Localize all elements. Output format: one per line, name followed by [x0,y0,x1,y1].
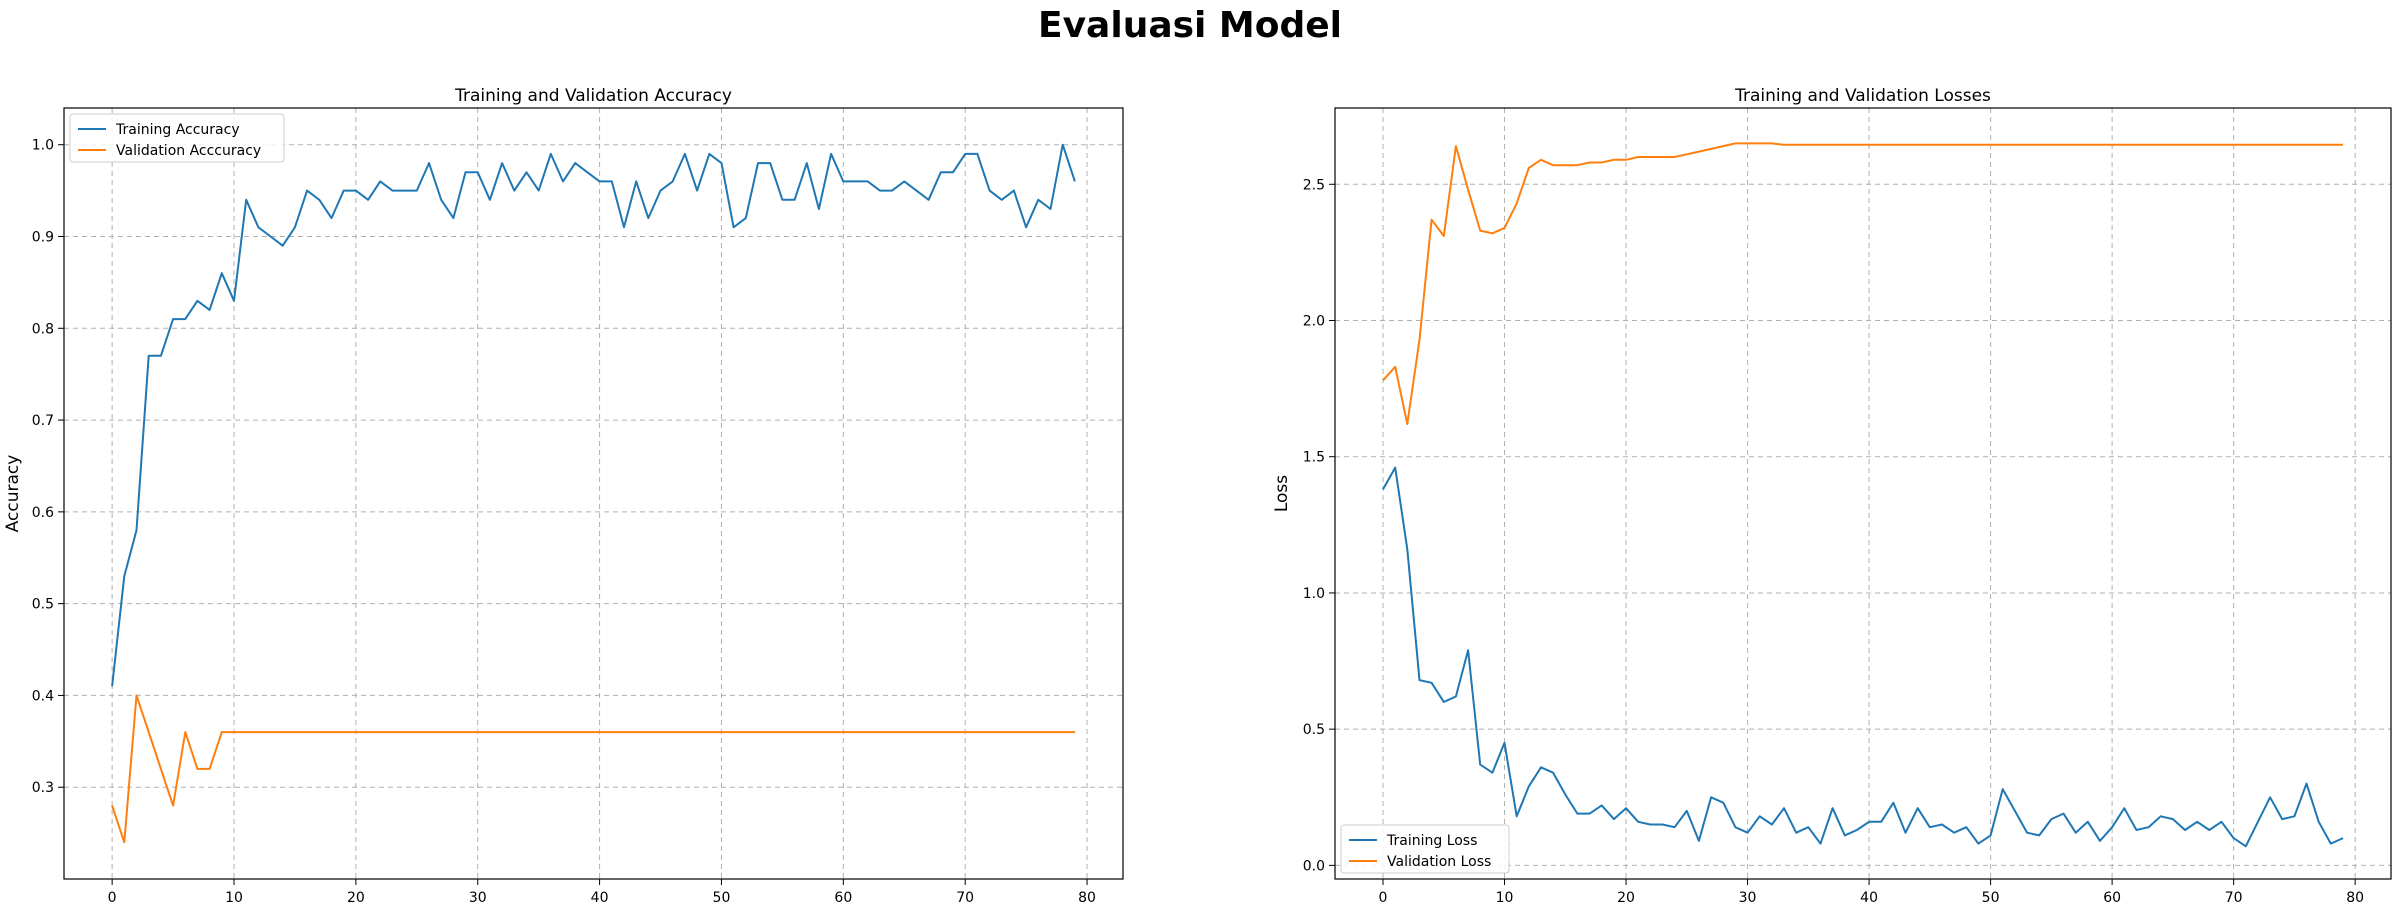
x-tick-label: 50 [1982,890,2000,906]
x-tick-label: 0 [108,890,117,906]
x-tick-label: 70 [2225,890,2243,906]
panel-title: Training and Validation Accuracy [454,86,732,106]
x-tick-label: 60 [2103,890,2121,906]
x-tick-label: 30 [469,890,487,906]
y-tick-label: 0.9 [32,230,54,246]
y-tick-label: 0.5 [1303,722,1325,738]
accuracy-panel: Training and Validation Accuracy 0 10 20 30 4… [3,86,1124,906]
legend: Training Accuracy Validation Acccuracy [69,113,285,163]
y-tick-label: 2.5 [1303,177,1325,193]
legend-box [1340,824,1510,874]
y-tick-label: 0.7 [32,413,54,429]
y-tick-label: 0.5 [32,597,54,613]
figure-suptitle: Evaluasi Model [1038,5,1342,46]
x-tick-label: 0 [1379,890,1388,906]
y-tick-label: 0.3 [32,780,54,796]
panel-title: Training and Validation Losses [1734,86,1991,106]
x-tick-label: 20 [347,890,365,906]
x-tick-label: 30 [1739,890,1757,906]
series-line-0 [111,143,1076,687]
y-axis-label: Loss [1272,475,1292,512]
legend-label: Validation Loss [1387,854,1491,870]
y-tick-label: 1.0 [32,138,54,154]
legend: Training Loss Validation Loss [1340,824,1510,874]
x-tick-label: 10 [225,890,243,906]
legend-label: Validation Acccuracy [116,143,261,159]
x-tick-label: 10 [1496,890,1514,906]
legend-box [69,113,285,163]
x-tick-label: 20 [1617,890,1635,906]
x-tick-label: 80 [1078,890,1096,906]
plot-frame [1334,107,2392,880]
series-line-1 [1382,142,2343,425]
x-tick-label: 70 [956,890,974,906]
y-tick-label: 0.6 [32,505,54,521]
y-axis-label: Accuracy [3,455,23,533]
series-line-1 [111,694,1075,844]
series-line-0 [1382,466,2344,848]
y-tick-label: 0.0 [1303,858,1325,874]
x-tick-label: 40 [1860,890,1878,906]
y-tick-label: 1.0 [1303,586,1325,602]
y-tick-label: 2.0 [1303,314,1325,330]
legend-label: Training Accuracy [115,122,240,138]
legend-label: Training Loss [1386,833,1477,849]
y-tick-label: 0.4 [32,688,54,704]
y-tick-label: 0.8 [32,321,54,337]
x-tick-label: 60 [834,890,852,906]
plot-frame [63,107,1124,880]
loss-panel: Training and Validation Losses 0 10 20 30 40 5… [1272,86,2392,906]
y-tick-label: 1.5 [1303,450,1325,466]
x-tick-label: 40 [591,890,609,906]
x-tick-label: 80 [2346,890,2364,906]
x-tick-label: 50 [713,890,731,906]
